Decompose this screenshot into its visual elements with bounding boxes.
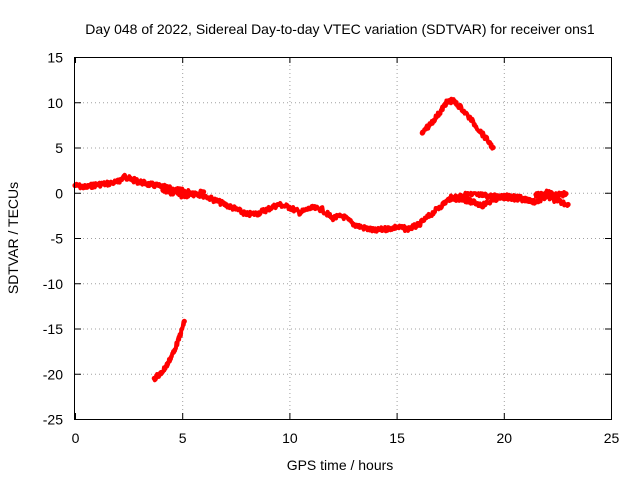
data-point [554,198,561,204]
data-point [297,210,303,216]
series-layer [72,96,571,383]
x-tick-label: 15 [389,430,405,446]
data-point [469,192,475,198]
series-2 [160,186,207,200]
data-point [436,204,443,210]
y-tick-label: -15 [43,321,63,337]
data-point [372,228,378,234]
data-point [490,144,496,151]
plot-frame [74,57,612,420]
data-point [533,199,539,205]
data-point [394,224,400,230]
data-point [479,192,485,199]
series-line [420,96,496,151]
data-point [177,333,183,339]
data-point [286,204,292,210]
data-point [147,182,153,188]
data-point [93,182,99,188]
data-point [181,318,187,324]
data-point [469,117,475,123]
series-1 [72,172,528,234]
grid [75,57,611,419]
data-point [222,201,228,208]
y-tick-label: -20 [43,366,63,382]
data-point [426,213,432,219]
data-point [265,206,271,212]
data-point [404,226,410,232]
data-point [490,197,496,203]
data-point [171,349,177,355]
data-point [449,97,455,103]
series-line [534,188,568,200]
data-point [160,187,166,193]
data-point [544,190,550,196]
data-point [329,215,335,221]
y-tick-label: 5 [55,140,63,156]
data-point [243,211,250,218]
data-point [479,131,485,137]
data-point [565,201,571,208]
data-point [211,197,217,203]
x-tick-label: 25 [604,430,620,446]
data-point [533,192,539,198]
data-point [168,190,175,196]
data-point [458,105,464,111]
series-3 [151,318,187,383]
data-point [426,123,432,129]
data-point [511,195,518,201]
data-point [469,199,475,205]
x-axis-label: GPS time / hours [287,457,394,473]
chart-title: Day 048 of 2022, Sidereal Day-to-day VTE… [85,21,595,37]
data-point [158,371,164,377]
data-point [201,189,207,195]
data-point [151,375,157,381]
data-point [179,192,185,199]
data-point [522,197,528,203]
data-point [136,179,142,185]
data-point [115,179,121,185]
data-point [563,191,569,197]
data-point [340,213,346,219]
data-point [479,202,485,208]
x-tick-label: 20 [497,430,513,446]
series-line [152,319,187,383]
y-tick-label: 0 [55,185,63,201]
data-point [554,192,561,199]
data-point [351,221,357,227]
x-tick-label: 5 [179,430,187,446]
x-tick-label: 0 [72,430,80,446]
data-point [458,195,464,201]
data-point [319,206,325,212]
data-point [233,206,239,212]
y-axis-label: SDTVAR / TECUs [5,182,21,294]
series-4 [419,96,496,151]
data-point [190,192,196,198]
y-tick-label: 10 [47,95,63,111]
data-point [361,225,367,231]
y-tick-label: -25 [43,412,63,428]
tick-labels: 15 10 5 0 -5 -10 -15 -20 -25 0 5 10 15 20 25 [43,50,620,447]
data-point [443,100,449,106]
series-line [73,172,528,234]
data-point [383,226,389,232]
data-point [415,222,421,228]
y-tick-label: -10 [43,276,63,292]
y-tick-label: 15 [47,50,63,66]
data-point [104,181,110,187]
data-point [276,201,282,208]
data-point [254,211,260,217]
data-point [83,184,89,190]
y-tick-label: -5 [51,231,64,247]
x-tick-label: 10 [282,430,298,446]
data-point [419,130,425,136]
data-point [164,362,170,368]
data-point [121,173,127,180]
data-point [308,205,314,211]
data-point [128,176,134,182]
data-point [436,110,443,116]
series-6 [533,188,569,200]
data-point [501,193,507,199]
data-point [447,197,453,203]
